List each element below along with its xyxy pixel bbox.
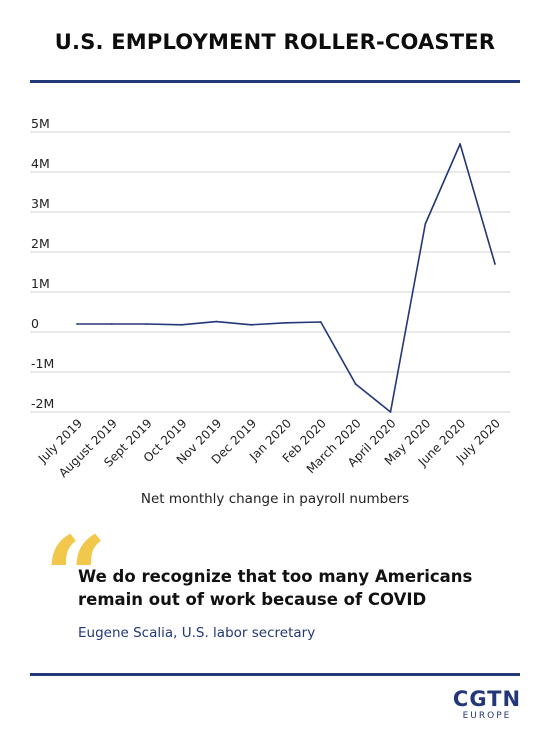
quote-mark-icon: “ bbox=[44, 512, 108, 641]
data-point bbox=[76, 323, 78, 325]
top-divider bbox=[30, 80, 520, 83]
data-point bbox=[215, 320, 218, 323]
data-point bbox=[424, 223, 427, 225]
data-point bbox=[250, 323, 253, 326]
y-tick-label: 5M bbox=[31, 116, 50, 131]
y-tick-label: -2M bbox=[31, 396, 54, 411]
bottom-divider bbox=[30, 673, 520, 676]
series-layer bbox=[76, 143, 496, 413]
logo-main-text: CGTN bbox=[452, 687, 522, 711]
y-tick-label: 3M bbox=[31, 196, 50, 211]
y-tick-label: 0 bbox=[31, 316, 39, 331]
y-axis-tick-labels: -2M -1M 0 1M 2M 3M 4M 5M bbox=[31, 116, 54, 411]
quote-source: Eugene Scalia, U.S. labor secretary bbox=[78, 625, 316, 641]
logo-sub-text: EUROPE bbox=[462, 711, 512, 721]
data-point bbox=[459, 143, 462, 145]
data-point bbox=[285, 321, 287, 324]
data-point bbox=[389, 411, 392, 413]
data-point bbox=[354, 383, 357, 385]
cgtn-europe-logo: CGTN EUROPE bbox=[447, 688, 527, 722]
data-point bbox=[110, 323, 113, 325]
data-point bbox=[180, 323, 183, 326]
quote-text: We do recognize that too many Americans … bbox=[78, 567, 473, 609]
y-tick-label: 2M bbox=[31, 236, 50, 251]
chart-title: U.S. EMPLOYMENT ROLLER-COASTER bbox=[54, 30, 496, 54]
data-point bbox=[494, 263, 496, 265]
y-tick-label: 4M bbox=[31, 156, 50, 171]
y-tick-label: 1M bbox=[31, 276, 50, 291]
grid-lines bbox=[30, 131, 510, 413]
y-tick-label: -1M bbox=[31, 356, 54, 371]
data-point bbox=[319, 321, 322, 323]
x-axis-label: Net monthly change in payroll numbers bbox=[140, 491, 410, 507]
data-point bbox=[145, 323, 148, 325]
